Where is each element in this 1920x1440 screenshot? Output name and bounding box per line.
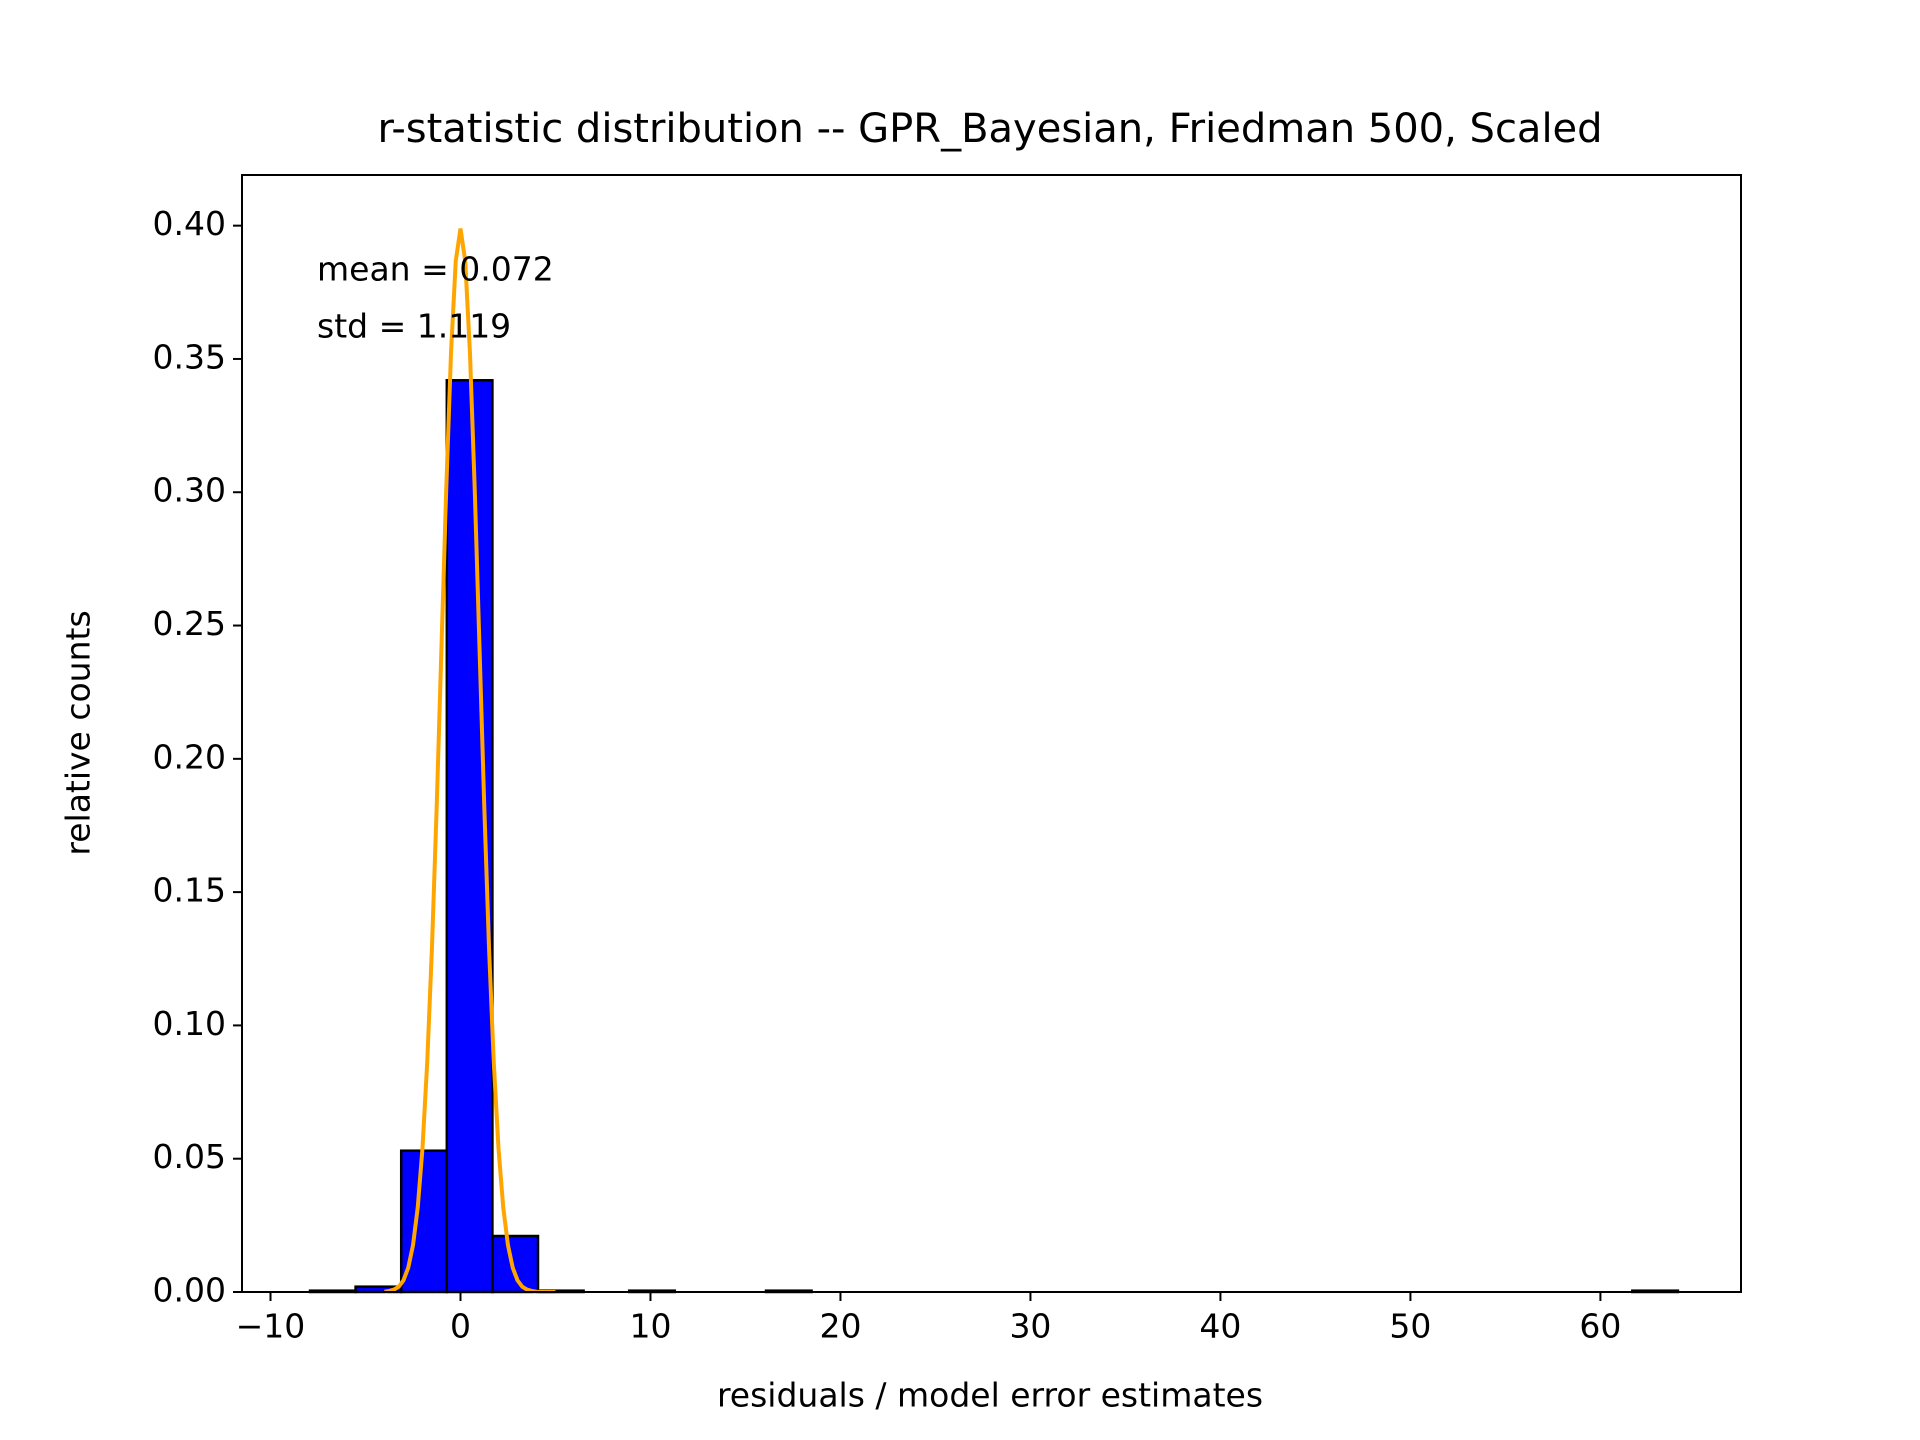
normal-curve [384, 228, 556, 1294]
y-tick-label: 0.15 [153, 871, 226, 910]
y-tick-label: 0.05 [153, 1137, 226, 1176]
y-axis-label: relative counts [59, 610, 98, 855]
x-tick-label: −10 [236, 1307, 306, 1346]
y-tick-label: 0.00 [153, 1271, 226, 1310]
annotation: std = 1.119 [317, 307, 511, 346]
x-tick-label: 10 [629, 1307, 671, 1346]
y-tick-label: 0.35 [153, 337, 226, 376]
x-tick-label: 40 [1199, 1307, 1241, 1346]
y-tick-label: 0.40 [153, 204, 226, 243]
histogram-bar [491, 1234, 540, 1294]
y-tick-label: 0.20 [153, 737, 226, 776]
x-tick-label: 50 [1389, 1307, 1431, 1346]
plot-frame [241, 174, 1742, 1293]
y-tick-label: 0.25 [153, 604, 226, 643]
x-axis-label: residuals / model error estimates [717, 1376, 1263, 1415]
x-tick-label: 30 [1009, 1307, 1051, 1346]
x-tick-label: 60 [1579, 1307, 1621, 1346]
y-tick-label: 0.30 [153, 471, 226, 510]
chart-title: r-statistic distribution -- GPR_Bayesian… [377, 106, 1602, 152]
y-tick-label: 0.10 [153, 1004, 226, 1043]
x-tick-label: 0 [450, 1307, 471, 1346]
x-tick-label: 20 [819, 1307, 861, 1346]
annotation: mean = 0.072 [317, 250, 554, 289]
